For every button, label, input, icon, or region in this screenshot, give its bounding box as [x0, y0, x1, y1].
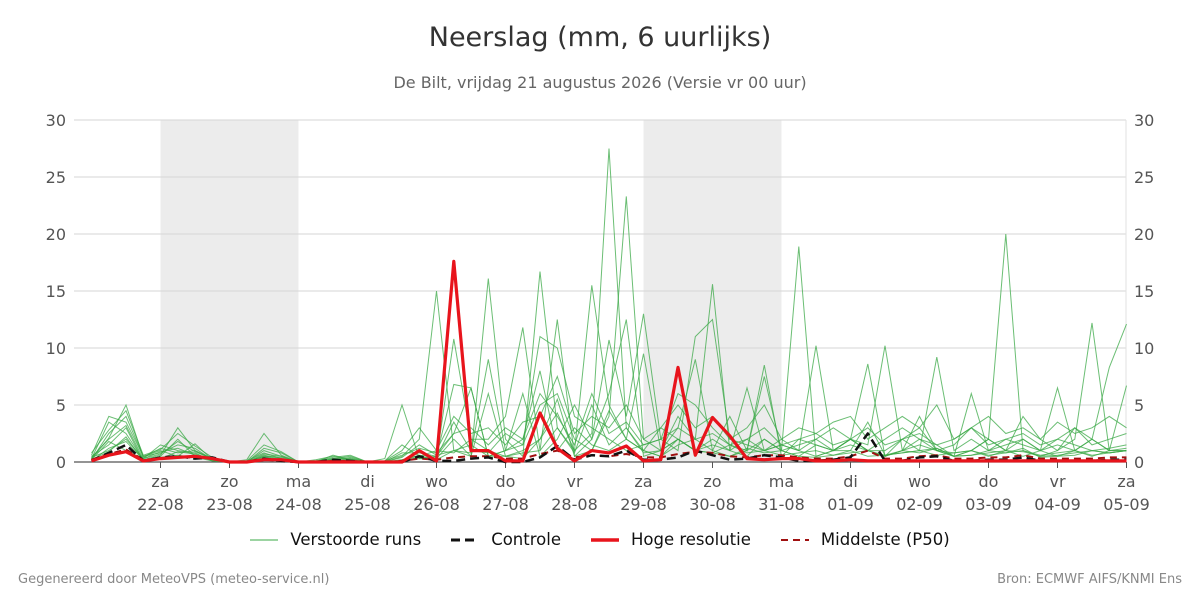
legend-label-control: Controle: [491, 530, 561, 549]
x-tick-date: 22-08: [137, 495, 184, 514]
y-tick-label: 5: [1134, 396, 1144, 415]
x-tick-day: di: [360, 472, 375, 491]
x-tick-day: zo: [220, 472, 238, 491]
x-axis: za 22-08 zo 23-08 ma 24-08 di 25-08 wo 26-08 do 27-…: [137, 462, 1150, 514]
series-line-perturbed: [91, 335, 1127, 463]
legend-label-high-res: Hoge resolutie: [630, 530, 751, 549]
x-tick-day: do: [979, 472, 999, 491]
x-tick-date: 02-09: [896, 495, 943, 514]
chart-title: Neerslag (mm, 6 uurlijks): [428, 22, 772, 53]
x-tick-date: 29-08: [620, 495, 667, 514]
footer-credit: Gegenereerd door MeteoVPS (meteo-service…: [18, 572, 330, 587]
main-series: [90, 259, 1127, 464]
x-tick-date: 27-08: [482, 495, 529, 514]
y-tick-label: 25: [1134, 168, 1154, 187]
x-tick-date: 05-09: [1103, 495, 1150, 514]
x-tick-day: do: [496, 472, 516, 491]
legend: Verstoorde runs Controle Hoge resolutie …: [0, 530, 1200, 549]
y-tick-label: 15: [1134, 282, 1154, 301]
y-tick-label: 10: [46, 339, 66, 358]
x-tick-date: 28-08: [551, 495, 598, 514]
x-tick-date: 04-09: [1034, 495, 1081, 514]
series-line-high-res: [90, 259, 1127, 464]
x-tick-day: za: [151, 472, 169, 491]
y-tick-label: 0: [56, 453, 66, 472]
x-tick-date: 31-08: [758, 495, 805, 514]
legend-swatch-high-res: [590, 537, 619, 542]
x-tick-day: vr: [1049, 472, 1065, 491]
legend-swatch-perturbed: [250, 539, 279, 540]
legend-swatch-control: [451, 538, 480, 541]
legend-item-median[interactable]: Middelste (P50): [780, 530, 950, 549]
x-tick-date: 25-08: [344, 495, 391, 514]
y-tick-label: 25: [46, 168, 66, 187]
y-tick-label: 30: [1134, 111, 1154, 130]
y-axis-right: 0 5 10 15 20 25 30: [1134, 111, 1154, 472]
x-tick-date: 23-08: [206, 495, 253, 514]
series-line-perturbed: [91, 323, 1127, 463]
y-tick-label: 10: [1134, 339, 1154, 358]
x-tick-date: 26-08: [413, 495, 460, 514]
x-tick-day: ma: [286, 472, 311, 491]
x-tick-day: di: [843, 472, 858, 491]
x-tick-date: 24-08: [275, 495, 322, 514]
x-tick-day: ma: [769, 472, 794, 491]
series-line-perturbed: [91, 392, 1127, 463]
x-tick-date: 01-09: [827, 495, 874, 514]
x-tick-day: wo: [425, 472, 448, 491]
x-tick-date: 03-09: [965, 495, 1012, 514]
x-tick-day: za: [634, 472, 652, 491]
legend-item-perturbed[interactable]: Verstoorde runs: [250, 530, 421, 549]
y-tick-label: 30: [46, 111, 66, 130]
legend-label-perturbed: Verstoorde runs: [290, 530, 422, 549]
legend-label-median: Middelste (P50): [820, 530, 950, 549]
y-axis-left: 0 5 10 15 20 25 30: [46, 111, 66, 472]
footer-source: Bron: ECMWF AIFS/KNMI Ens: [997, 572, 1182, 587]
y-tick-label: 5: [56, 396, 66, 415]
y-tick-label: 20: [1134, 225, 1154, 244]
y-tick-label: 15: [46, 282, 66, 301]
x-tick-day: vr: [566, 472, 582, 491]
y-tick-label: 0: [1134, 453, 1144, 472]
chart-subtitle: De Bilt, vrijdag 21 augustus 2026 (Versi…: [393, 73, 807, 92]
legend-item-control[interactable]: Controle: [451, 530, 561, 549]
x-tick-date: 30-08: [689, 495, 736, 514]
x-tick-day: wo: [908, 472, 931, 491]
x-tick-day: zo: [703, 472, 721, 491]
legend-swatch-median: [780, 538, 809, 541]
y-tick-label: 20: [46, 225, 66, 244]
legend-item-high-res[interactable]: Hoge resolutie: [590, 530, 751, 549]
x-tick-day: za: [1117, 472, 1135, 491]
